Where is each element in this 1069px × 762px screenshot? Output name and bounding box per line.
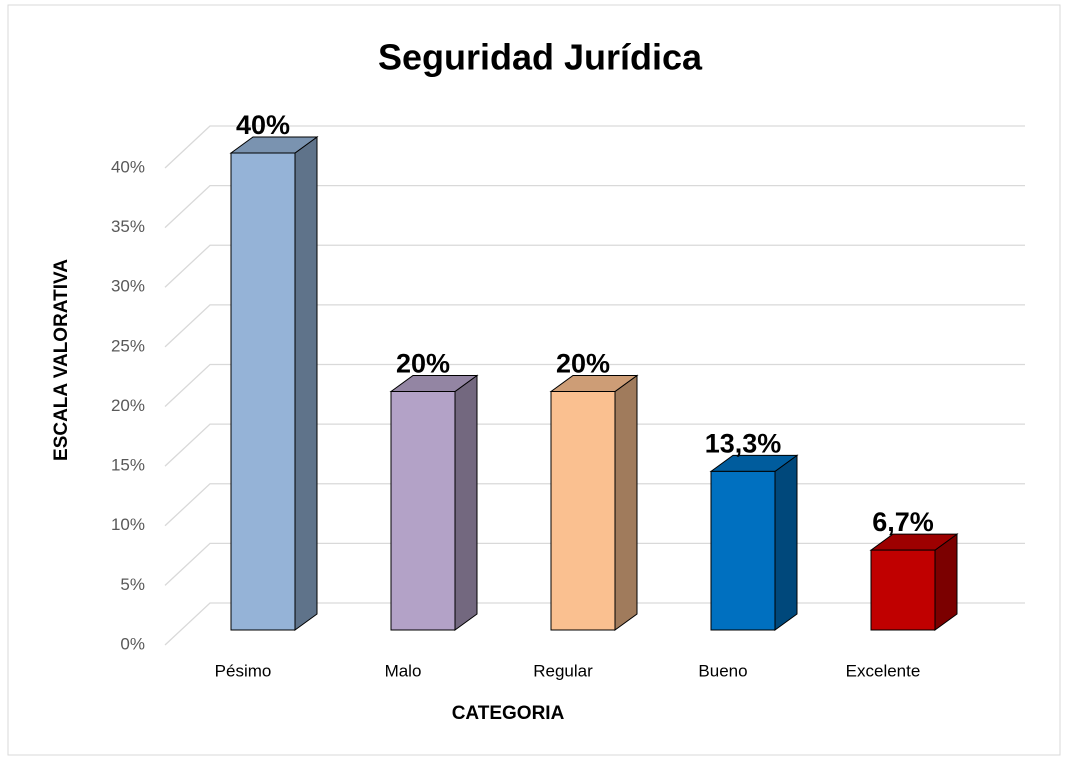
y-tick-label: 40% [111,157,145,176]
x-tick-label: Malo [385,661,422,680]
y-tick-label: 10% [111,515,145,534]
bar-side [614,374,638,631]
grid-line [164,363,1025,407]
value-label: 20% [556,349,610,379]
bar-side [454,374,478,631]
grid-line [164,244,1025,288]
y-tick-label: 0% [120,634,145,653]
y-tick-label: 5% [120,575,145,594]
y-tick-label: 20% [111,396,145,415]
x-axis-label: CATEGORIA [452,703,565,724]
bar [390,391,456,631]
bar [230,152,296,631]
grid-line [164,125,1025,169]
chart-frame [7,4,1061,756]
x-tick-label: Regular [533,661,593,680]
y-tick-label: 25% [111,336,145,355]
x-tick-label: Bueno [698,661,747,680]
y-tick-label: 15% [111,456,145,475]
value-label: 40% [236,110,290,140]
grid-line [164,423,1025,467]
y-tick-label: 30% [111,277,145,296]
bar [710,470,776,631]
y-axis-label: ESCALA VALORATIVA [51,259,72,461]
y-tick-label: 35% [111,217,145,236]
bar [870,549,936,631]
chart-title: Seguridad Jurídica [378,37,703,78]
x-tick-label: Pésimo [215,661,272,680]
grid-line [164,184,1025,229]
x-tick-label: Excelente [846,661,921,680]
value-label: 6,7% [872,507,934,537]
bar-side [934,533,958,631]
bar [550,391,616,631]
grid-line [164,304,1025,348]
value-label: 20% [396,349,450,379]
bar-side [294,136,318,631]
bar-side [774,454,798,631]
value-label: 13,3% [705,429,782,459]
